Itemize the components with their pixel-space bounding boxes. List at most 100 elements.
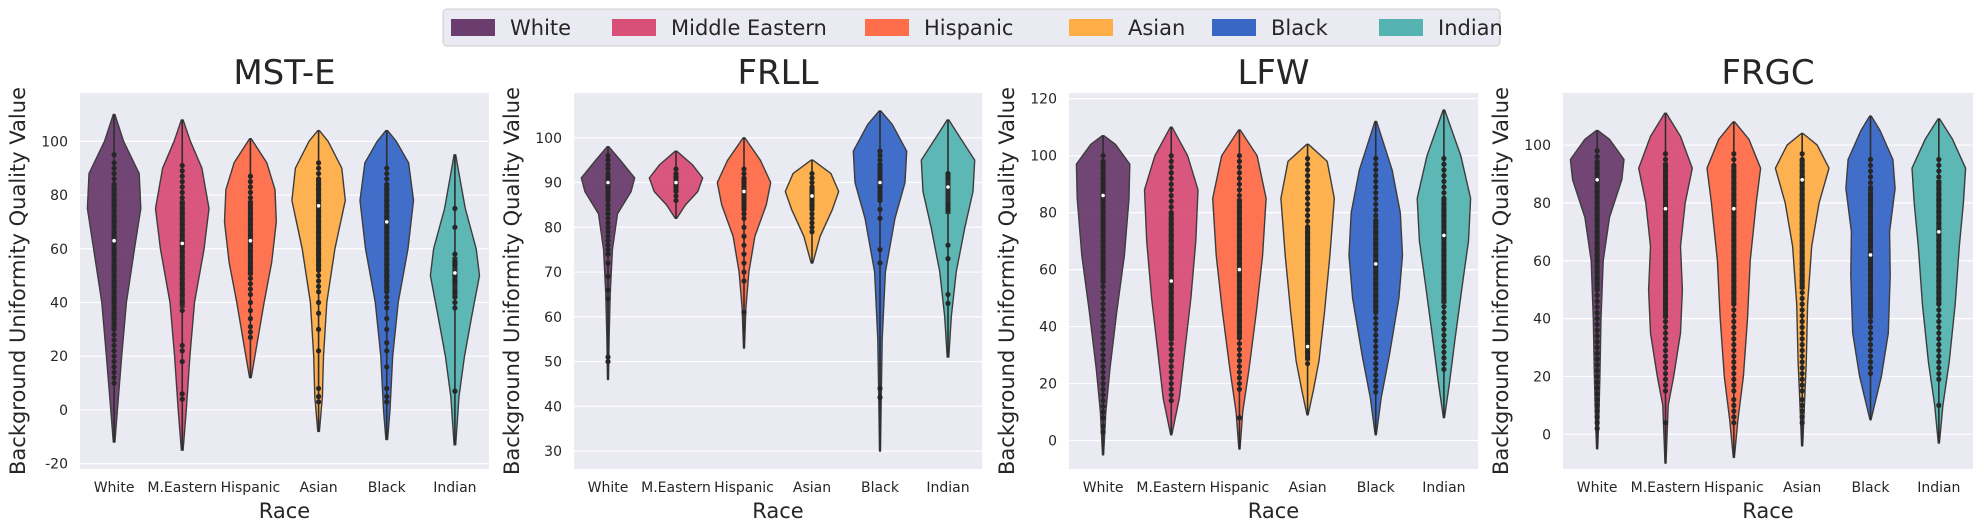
data-point — [1100, 164, 1106, 170]
data-point — [111, 240, 117, 246]
data-point — [111, 197, 117, 204]
data-point — [809, 197, 815, 204]
data-point — [1304, 195, 1311, 201]
y-axis-label: Background Uniformity Quality Value — [995, 87, 1019, 475]
violin-asian — [784, 159, 840, 264]
data-point — [1867, 318, 1874, 325]
data-point — [1236, 192, 1243, 199]
data-point — [1731, 151, 1737, 157]
data-point — [1799, 336, 1805, 342]
data-point — [111, 187, 117, 193]
data-point — [1799, 191, 1805, 197]
y-tick-label: 80 — [50, 188, 68, 204]
data-point — [1731, 370, 1737, 377]
data-point — [111, 152, 117, 158]
data-point — [1867, 295, 1874, 301]
data-point — [1867, 232, 1874, 238]
data-point — [1100, 221, 1106, 227]
data-point — [1662, 162, 1669, 168]
data-point — [315, 165, 322, 171]
data-point — [1867, 266, 1874, 273]
data-point — [1731, 353, 1737, 359]
median-marker — [674, 180, 678, 185]
data-point — [1100, 323, 1106, 330]
median-marker — [1101, 193, 1105, 198]
data-point — [741, 224, 747, 230]
x-tick-label: Indian — [433, 480, 476, 496]
data-point — [1662, 272, 1669, 278]
data-point — [1731, 232, 1737, 238]
data-point — [247, 299, 254, 306]
data-point — [1662, 197, 1669, 203]
x-tick-label: Hispanic — [714, 480, 774, 496]
data-point — [1731, 301, 1737, 307]
violin-asian — [291, 129, 346, 433]
data-point — [1373, 167, 1379, 173]
data-point — [1236, 306, 1243, 313]
data-point — [247, 195, 254, 201]
data-point — [384, 283, 390, 289]
data-point — [1936, 197, 1942, 203]
data-point — [809, 220, 815, 226]
data-point — [1936, 208, 1942, 215]
data-point — [1594, 182, 1600, 189]
data-point — [605, 211, 611, 217]
data-point — [247, 281, 254, 287]
y-tick-label: 100 — [41, 134, 68, 150]
data-point — [1662, 365, 1669, 371]
data-point — [179, 391, 185, 397]
data-point — [1867, 174, 1874, 180]
data-point — [1236, 198, 1243, 204]
data-point — [384, 385, 390, 392]
data-point — [809, 175, 815, 181]
data-point — [1304, 321, 1311, 327]
data-point — [1662, 249, 1669, 255]
data-point — [1441, 161, 1447, 167]
data-point — [1236, 153, 1243, 159]
x-tick-label: Asian — [299, 480, 337, 496]
data-point — [1236, 335, 1243, 341]
data-point — [315, 385, 322, 392]
data-point — [1168, 375, 1174, 381]
data-point — [1168, 170, 1174, 176]
data-point — [1731, 313, 1737, 319]
data-point — [1304, 218, 1311, 224]
data-point — [179, 189, 185, 195]
legend-entry: Middle Eastern — [612, 16, 827, 40]
data-point — [452, 224, 458, 230]
y-tick-label: 80 — [1533, 196, 1551, 212]
legend-entry: Indian — [1379, 16, 1503, 40]
data-point — [1236, 346, 1243, 352]
data-point — [1731, 284, 1737, 290]
data-point — [1662, 289, 1669, 296]
median-marker — [742, 189, 746, 194]
data-point — [1168, 306, 1174, 313]
data-point — [111, 213, 117, 220]
data-point — [384, 262, 390, 268]
data-point — [1594, 379, 1600, 385]
data-point — [1304, 258, 1311, 264]
data-point — [1799, 185, 1805, 192]
data-point — [1236, 249, 1243, 256]
data-point — [1168, 175, 1174, 182]
data-point — [111, 203, 117, 209]
data-point — [1867, 301, 1874, 307]
data-point — [1236, 215, 1243, 221]
data-point — [877, 184, 883, 190]
legend-swatch — [451, 19, 495, 36]
x-tick-label: Hispanic — [1704, 480, 1764, 496]
violin-hispanic — [1212, 129, 1267, 450]
data-point — [1168, 187, 1174, 193]
data-point — [384, 267, 390, 273]
data-point — [1594, 414, 1600, 420]
y-tick-label: -20 — [45, 457, 68, 473]
data-point — [1441, 247, 1447, 253]
data-point — [1373, 252, 1379, 258]
data-point — [1867, 243, 1874, 249]
data-point — [1304, 326, 1311, 333]
data-point — [315, 289, 322, 295]
violin-asian — [1280, 143, 1335, 416]
data-point — [1236, 170, 1243, 176]
data-point — [1936, 365, 1942, 371]
data-point — [1731, 272, 1737, 278]
